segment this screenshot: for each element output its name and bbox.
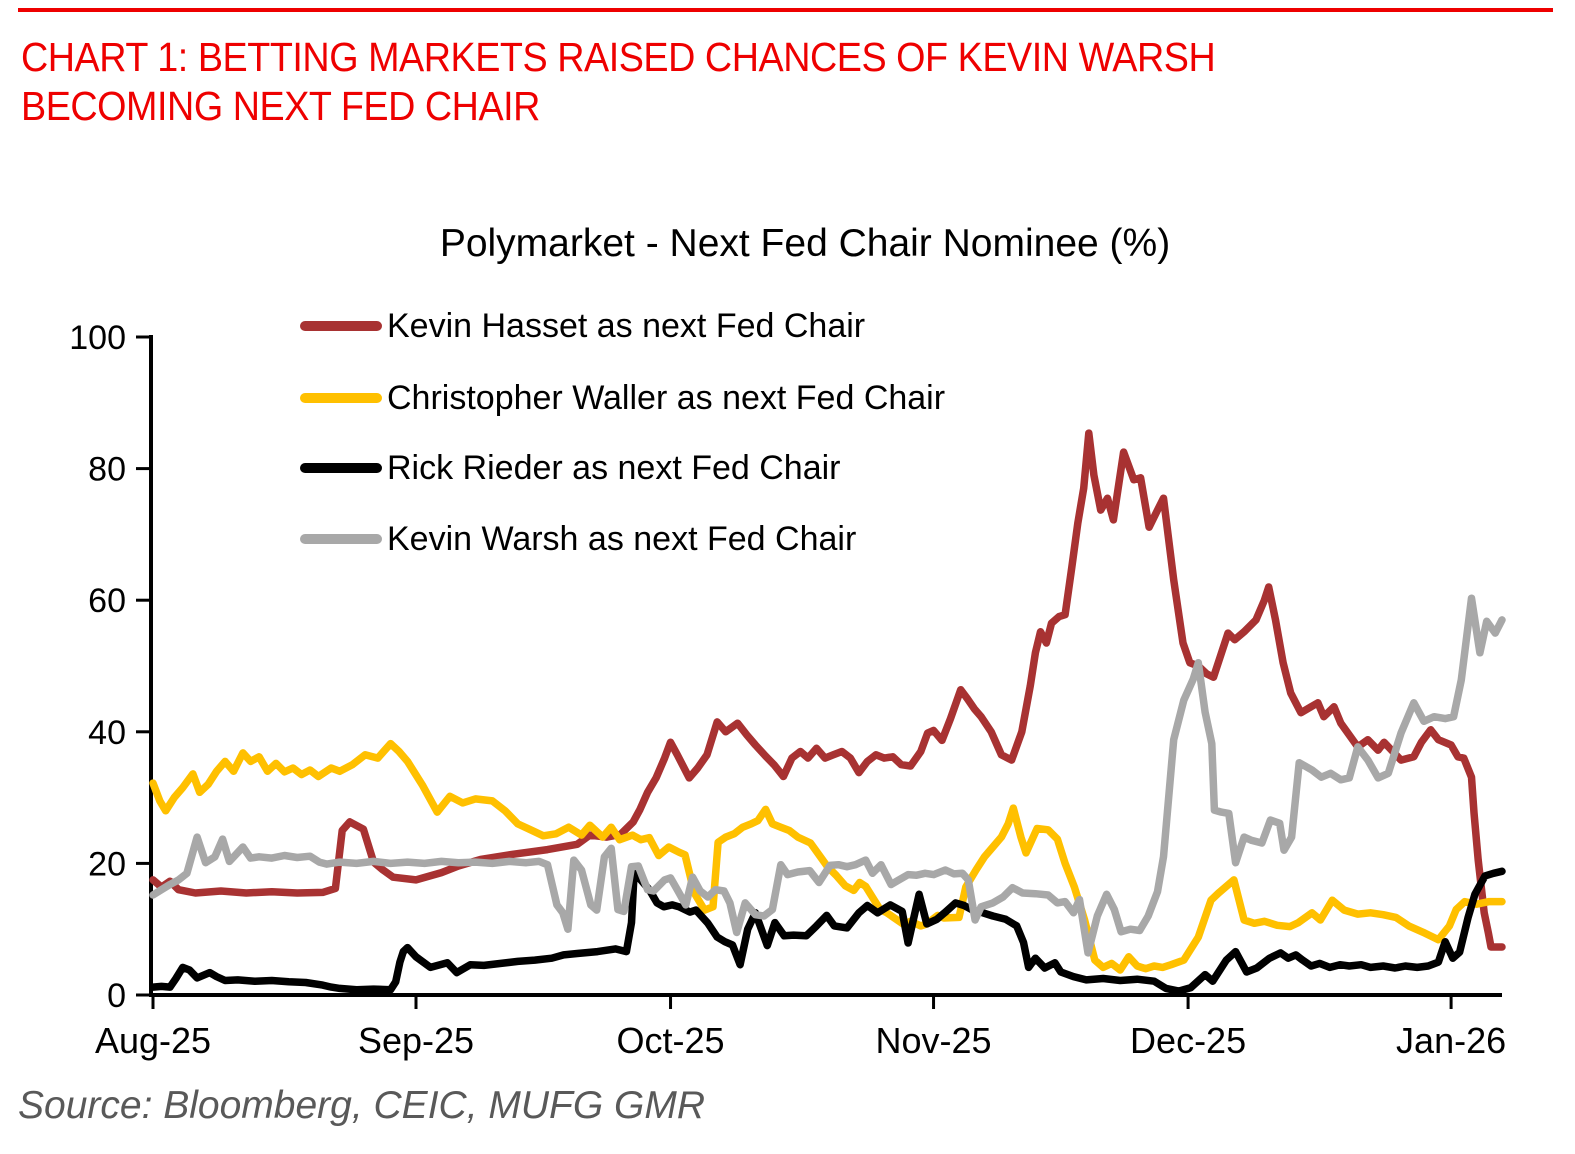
series-line-warsh [149, 594, 1506, 957]
x-tick-label: Nov-25 [876, 1020, 992, 1061]
y-tick-label: 80 [88, 451, 126, 489]
chart-title: Polymarket - Next Fed Chair Nominee (%) [439, 222, 1171, 265]
series-line-rieder [149, 867, 1506, 995]
series-line-waller [149, 739, 1506, 974]
top-rule [18, 8, 1553, 12]
x-tick-label: Oct-25 [617, 1020, 725, 1061]
source-note: Source: Bloomberg, CEIC, MUFG GMR [18, 1084, 705, 1127]
y-tick-label: 100 [69, 319, 126, 357]
series-line-hasset [149, 429, 1506, 951]
y-tick-label: 20 [88, 845, 126, 883]
x-tick-label: Dec-25 [1130, 1020, 1246, 1061]
x-tick-label: Aug-25 [95, 1020, 211, 1061]
report-title: CHART 1: BETTING MARKETS RAISED CHANCES … [21, 33, 1401, 131]
report-title-line-1: CHART 1: BETTING MARKETS RAISED CHANCES … [21, 34, 1216, 80]
y-tick-label: 40 [88, 714, 126, 752]
x-tick-label: Jan-26 [1396, 1020, 1506, 1061]
y-tick-label: 0 [107, 977, 126, 1015]
y-tick-label: 60 [88, 582, 126, 620]
x-tick-label: Sep-25 [358, 1020, 474, 1061]
report-title-line-2: BECOMING NEXT FED CHAIR [21, 83, 540, 129]
